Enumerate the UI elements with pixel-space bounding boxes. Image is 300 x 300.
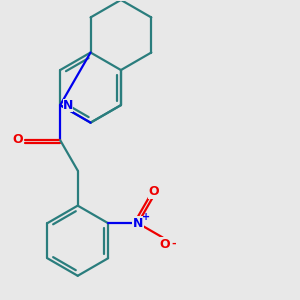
- Text: O: O: [148, 185, 159, 198]
- Text: N: N: [63, 99, 73, 112]
- Text: O: O: [12, 133, 23, 146]
- Text: N: N: [133, 217, 143, 230]
- Text: -: -: [172, 239, 176, 249]
- Text: +: +: [142, 212, 150, 222]
- Text: O: O: [159, 238, 169, 250]
